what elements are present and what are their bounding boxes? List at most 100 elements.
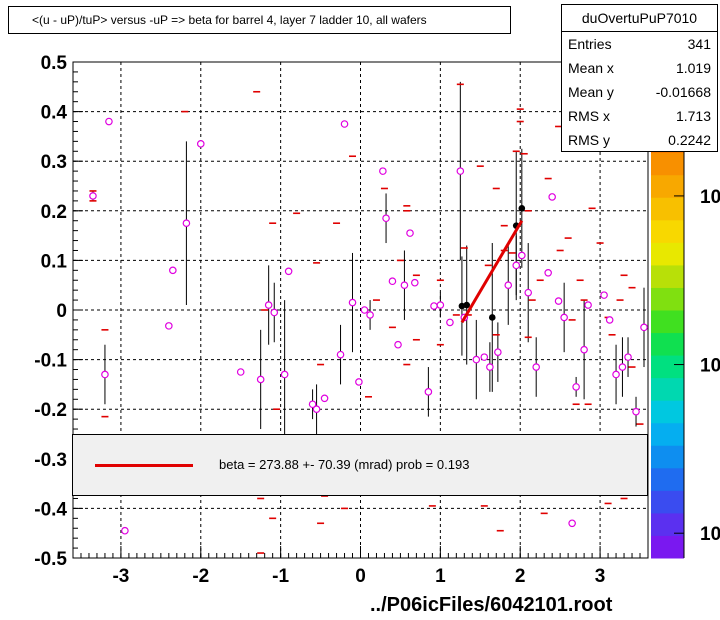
data-point [284, 267, 293, 276]
data-point [472, 355, 481, 364]
stats-label: RMS x [568, 108, 610, 124]
axis-ticks [73, 61, 641, 559]
stats-row-rms-x: RMS x 1.713 [562, 104, 717, 128]
data-point [560, 313, 568, 322]
data-point [340, 120, 349, 128]
data-point [196, 140, 205, 148]
data-point [360, 306, 369, 314]
data-point [632, 407, 640, 416]
color-scale-cell [651, 242, 684, 266]
data-point [165, 322, 173, 330]
data-point [89, 192, 97, 200]
stats-name: duOvertuPuP7010 [562, 5, 717, 32]
title-box: <(u - uP)/tuP> versus -uP => beta for ba… [8, 6, 511, 34]
color-scale-cell [651, 512, 684, 536]
data-point [366, 311, 374, 319]
data-point [280, 370, 289, 379]
data-point [572, 383, 580, 391]
x-tick-labels: -3 -2 -1 0 1 2 3 [112, 566, 605, 587]
stats-row-mean-y: Mean y -0.01668 [562, 80, 717, 104]
stats-value: 0.2242 [668, 132, 711, 148]
data-point [336, 350, 345, 359]
y-tick-label: -0.5 [34, 549, 67, 570]
data-point [406, 229, 414, 237]
magenta-points [89, 117, 648, 535]
stats-row-entries: Entries 341 [562, 32, 717, 56]
data-point [424, 388, 433, 396]
data-point [236, 368, 245, 376]
color-scale-cell [651, 219, 684, 243]
data-point [612, 370, 620, 379]
y-tick-label: -0.2 [34, 400, 67, 421]
data-point [605, 316, 614, 324]
y-tick-label: 0 [56, 301, 67, 322]
color-scale-cell [651, 400, 684, 424]
data-point [400, 281, 409, 290]
x-tick-label: -3 [112, 566, 129, 587]
data-point [394, 340, 402, 349]
data-point [355, 378, 363, 386]
y-tick-label: 0.1 [41, 251, 68, 272]
color-scale-cell [651, 355, 684, 379]
data-point [618, 363, 627, 371]
color-scale-cell [651, 287, 684, 311]
red-dash-markers [89, 83, 644, 554]
data-point [121, 526, 129, 535]
data-point [264, 301, 273, 309]
data-point [548, 193, 556, 201]
x-tick-label: 3 [595, 566, 606, 587]
data-point [600, 291, 608, 299]
data-point [524, 288, 533, 297]
data-point [382, 214, 390, 223]
color-scale-cell [651, 332, 684, 356]
color-scale-label: 10 [700, 524, 720, 545]
color-scale-labels: 10 10 10 [674, 187, 720, 545]
data-point [430, 302, 438, 310]
data-point [504, 281, 513, 290]
data-point [182, 219, 191, 228]
x-tick-label: 0 [355, 566, 366, 587]
color-scale-cell [651, 377, 684, 401]
color-scale-cell [651, 422, 684, 446]
data-point-black [518, 205, 526, 212]
color-scale-cell [651, 310, 684, 334]
color-scale-label: 10 [700, 187, 720, 208]
color-scale-cell [651, 535, 684, 559]
data-point [411, 278, 419, 287]
data-point-black [463, 301, 471, 309]
y-tick-label: -0.1 [34, 351, 67, 372]
black-points [458, 205, 526, 321]
data-point [640, 323, 648, 332]
color-scale-cell [651, 467, 684, 491]
stats-value: 1.713 [675, 108, 711, 124]
chart-title: <(u - uP)/tuP> versus -uP => beta for ba… [32, 13, 427, 27]
data-point [580, 345, 588, 354]
data-point [568, 519, 576, 528]
data-point [105, 117, 113, 126]
color-scale-cell [651, 445, 684, 469]
fit-legend-swatch [95, 464, 193, 467]
data-point [320, 394, 329, 403]
data-point [584, 301, 592, 309]
data-point [544, 268, 552, 277]
color-scale-label: 10 [700, 356, 720, 377]
color-scale-cell [651, 174, 684, 198]
color-scale-cell [651, 152, 684, 176]
data-point [312, 405, 321, 414]
y-tick-label: 0.5 [41, 53, 68, 74]
y-tick-label: -0.4 [34, 499, 67, 520]
data-point [532, 363, 540, 371]
stats-label: Mean x [568, 60, 614, 76]
data-point [554, 297, 563, 305]
data-point [256, 375, 265, 384]
data-point [512, 261, 521, 270]
data-point [379, 167, 387, 175]
y-tick-labels: 0.5 0.4 0.3 0.2 0.1 0 -0.1 -0.2 -0.3 -0.4 -0.5 [34, 53, 67, 570]
y-tick-label: -0.3 [34, 450, 67, 471]
stats-value: 341 [687, 36, 711, 52]
stats-label: RMS y [568, 132, 610, 148]
data-point [388, 277, 397, 286]
y-tick-label: 0.4 [41, 103, 68, 124]
x-tick-label: 1 [435, 566, 446, 587]
